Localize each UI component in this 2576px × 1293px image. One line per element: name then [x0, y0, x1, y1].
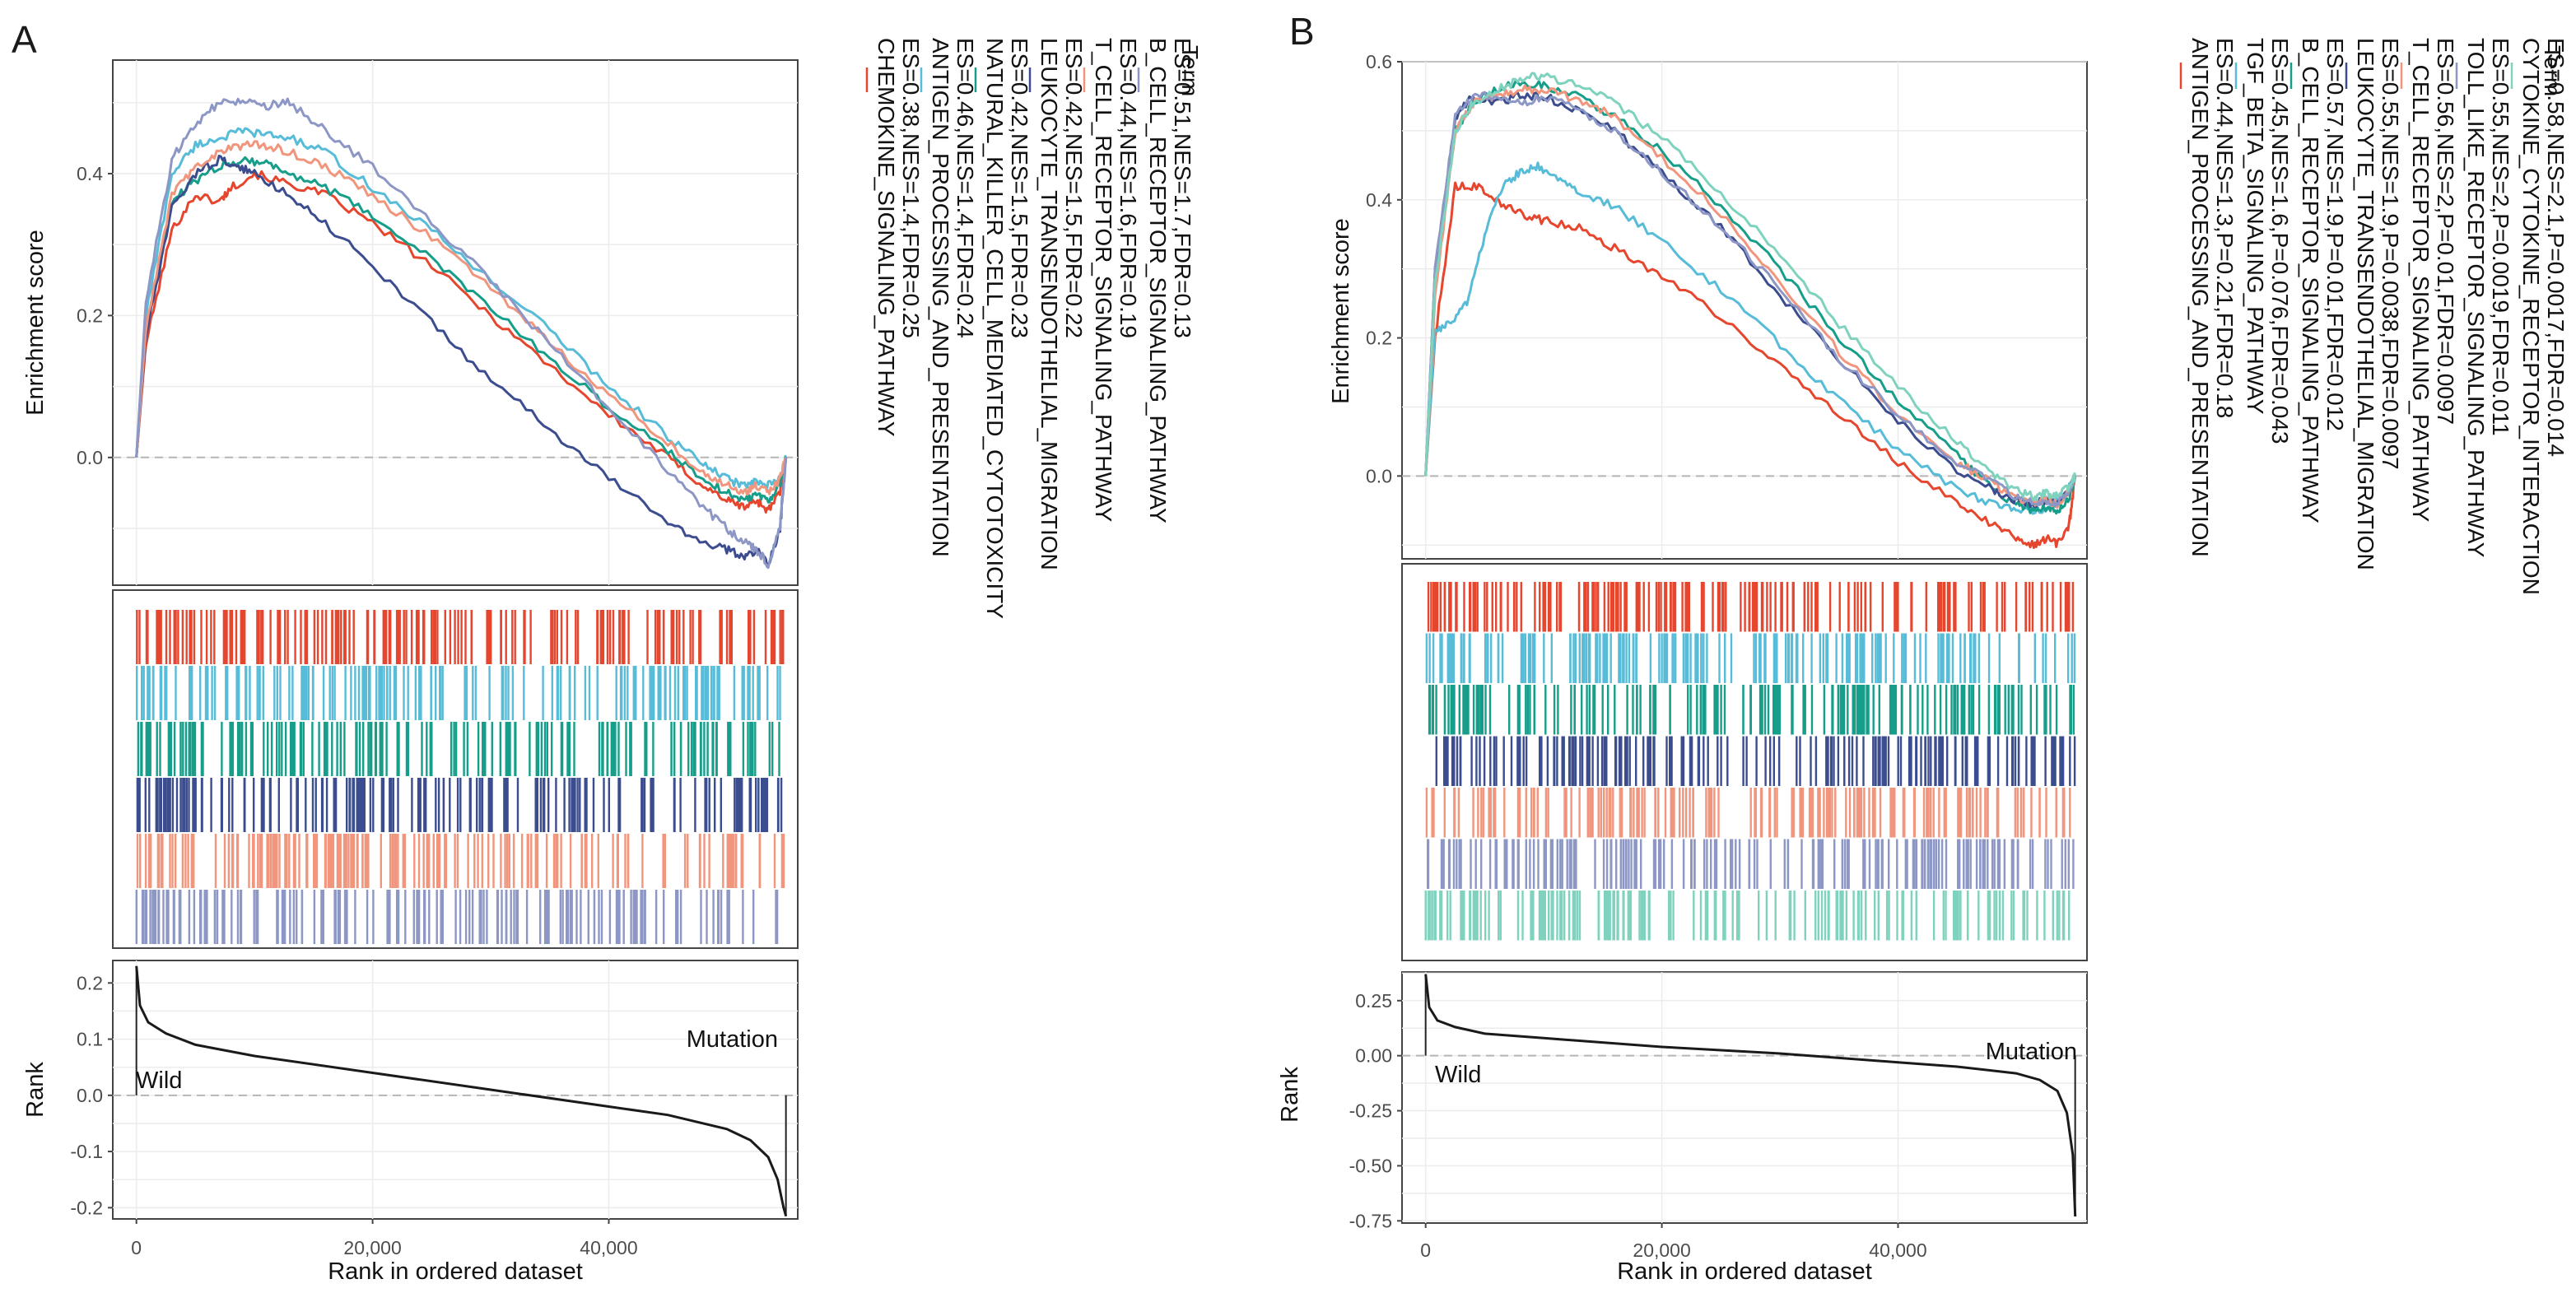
x-axis-title-b: Rank in ordered dataset	[1617, 1258, 1872, 1285]
panel-b: B 0.0 0.2 0.4 0.6 0 20,000 40,000 0.25 0.00 -0.2…	[1277, 10, 2569, 1285]
rank-y-tick-label: 0.25	[1355, 990, 1392, 1012]
es-axis-title-b: Enrichment score	[1328, 218, 1354, 404]
legend-term-name: CHEMOKINE_SIGNALING_PATHWAY	[873, 38, 899, 437]
legend-term-stats: ES=0.51,NES=1.7,FDR=0.13	[1170, 38, 1195, 338]
es-y-tick-label: 0.0	[1366, 465, 1392, 486]
es-y-tick-label: 0.2	[1366, 328, 1392, 349]
es-series-line	[135, 156, 787, 504]
hit-ticks-row	[1428, 685, 2075, 735]
mutation-label-a: Mutation	[687, 1026, 778, 1053]
legend-term-name: CYTOKINE_CYTOKINE_RECEPTOR_INTERACTION	[2518, 38, 2544, 595]
legend-term-stats: ES=0.42,NES=1.5,FDR=0.22	[1061, 38, 1087, 338]
legend-term-stats: ES=0.56,NES=2,P=0.01,FDR=0.0097	[2433, 38, 2458, 425]
legend-term-name: LEUKOCYTE_TRANSENDOTHELIAL_MIGRATION	[1036, 38, 1062, 570]
es-series-line	[1424, 72, 2077, 502]
es-axis-title-a: Enrichment score	[22, 230, 49, 416]
x-tick-label: 0	[131, 1237, 142, 1258]
es-y-tick-label: 0.2	[77, 305, 103, 326]
hit-ticks-row	[136, 778, 783, 832]
rank-axis-title-a: Rank	[22, 1062, 49, 1118]
legend-term-stats: ES=0.42,NES=1.5,FDR=0.23	[1007, 38, 1032, 338]
es-series-line	[1424, 161, 2076, 515]
rank-y-tick-label: 0.1	[77, 1029, 103, 1050]
legend-b: Term ANTIGEN_PROCESSING_AND_PRESENTATION…	[2179, 38, 2569, 595]
legend-term-stats: ES=0.55,NES=2,P=0.0019,FDR=0.011	[2488, 38, 2513, 436]
enrichment-plot-a	[112, 59, 799, 586]
legend-term-name: TOLL_LIKE_RECEPTOR_SIGNALING_PATHWAY	[2463, 38, 2489, 558]
rank-plot-b	[1401, 971, 2088, 1224]
legend-term-stats: ES=0.45,NES=1.6,P=0.076,FDR=0.043	[2267, 38, 2293, 444]
legend-a: Term CHEMOKINE_SIGNALING_PATHWAY ES=0.38,…	[865, 38, 1203, 619]
mutation-label-b: Mutation	[1986, 1039, 2077, 1065]
legend-term-stats: ES=0.44,NES=1.6,FDR=0.19	[1116, 38, 1141, 338]
legend-title-b: Term	[2540, 45, 2565, 96]
rank-axis-title-b: Rank	[1277, 1067, 1303, 1123]
legend-term-name: T_CELL_RECEPTOR_SIGNALING_PATHWAY	[1091, 38, 1116, 522]
x-tick-label: 40,000	[1869, 1240, 1926, 1261]
legend-term-stats: ES=0.57,NES=1.9,P=0.01,FDR=0.012	[2322, 38, 2348, 431]
legend-term-name: NATURAL_KILLER_CELL_MEDIATED_CYTOTOXICIT…	[982, 38, 1008, 619]
rank-plot-a	[112, 960, 799, 1220]
es-series-line	[1424, 91, 2077, 508]
es-series-line	[135, 127, 788, 490]
hit-ticks-row	[1425, 788, 2071, 838]
legend-term-name: B_CELL_RECEPTOR_SIGNALING_PATHWAY	[1145, 38, 1171, 523]
legend-term-name: TGF_BETA_SIGNALING_PATHWAY	[2243, 38, 2268, 415]
hit-ticks-row	[1427, 839, 2075, 889]
rank-curve	[135, 965, 788, 1217]
hit-ticks-row	[1425, 633, 2076, 683]
rank-y-tick-label: -0.1	[70, 1141, 103, 1162]
legend-term-stats: ES=0.58,NES=2.1,P=0.0017,FDR=0.014	[2543, 38, 2569, 457]
wild-label-a: Wild	[136, 1067, 182, 1094]
legend-term-name: T_CELL_RECEPTOR_SIGNALING_PATHWAY	[2408, 38, 2434, 522]
hit-ticks-row	[137, 722, 780, 776]
legend-term-name: LEUKOCYTE_TRANSENDOTHELIAL_MIGRATION	[2353, 38, 2378, 570]
rank-y-tick-label: 0.00	[1355, 1045, 1392, 1067]
es-series-line	[1424, 91, 2077, 509]
panel-label-b: B	[1289, 10, 1315, 53]
legend-term-name: B_CELL_RECEPTOR_SIGNALING_PATHWAY	[2298, 38, 2323, 523]
wild-label-b: Wild	[1435, 1062, 1481, 1088]
hit-ticks-row	[1435, 736, 2076, 786]
x-tick-label: 20,000	[343, 1237, 401, 1258]
rank-y-tick-label: -0.75	[1349, 1210, 1392, 1231]
rank-y-tick-label: 0.2	[77, 972, 103, 993]
panel-a: A 0.0 0.2 0.4 0 20,000 40,000 0.2 0.1 0.0 -0.1 -0…	[12, 18, 1203, 1285]
es-y-tick-label: 0.0	[77, 447, 103, 468]
hit-ticks-row	[136, 834, 785, 888]
es-y-tick-label: 0.4	[1366, 189, 1392, 211]
es-series-line	[135, 140, 788, 496]
hit-ticks-row	[136, 666, 781, 720]
hit-ticks-row	[1427, 582, 2075, 632]
rank-y-tick-label: -0.50	[1349, 1155, 1392, 1176]
es-y-tick-label: 0.6	[1366, 51, 1392, 72]
es-series-line	[135, 154, 788, 568]
hit-ticks-row	[136, 610, 785, 664]
legend-term-stats: ES=0.55,NES=1.9,P=0.0038,FDR=0.0097	[2378, 38, 2403, 470]
es-series-line	[1424, 181, 2077, 549]
rank-curve	[1424, 974, 2077, 1217]
x-tick-label: 20,000	[1633, 1240, 1690, 1261]
rank-y-tick-label: 0.0	[77, 1085, 103, 1106]
panel-label-a: A	[12, 18, 37, 61]
x-axis-title-a: Rank in ordered dataset	[328, 1258, 583, 1285]
es-series-line	[135, 97, 788, 570]
hit-ticks-row	[1424, 891, 2071, 941]
x-tick-label: 0	[1420, 1240, 1431, 1261]
legend-term-name: ANTIGEN_PROCESSING_AND_PRESENTATION	[2187, 38, 2213, 557]
rank-y-tick-label: -0.25	[1349, 1100, 1392, 1122]
hit-ticks-row	[135, 890, 779, 944]
legend-term-stats: ES=0.46,NES=1.4,FDR=0.24	[953, 38, 978, 338]
legend-term-stats: ES=0.44,NES=1.3,P=0.21,FDR=0.18	[2212, 38, 2238, 418]
es-y-tick-label: 0.4	[77, 163, 103, 184]
x-tick-label: 40,000	[580, 1237, 637, 1258]
legend-term-stats: ES=0.38,NES=1.4,FDR=0.25	[898, 38, 924, 338]
legend-term-name: ANTIGEN_PROCESSING_AND_PRESENTATION	[928, 38, 953, 557]
rank-y-tick-label: -0.2	[70, 1197, 103, 1218]
legend-title-a: Term	[1177, 45, 1203, 96]
